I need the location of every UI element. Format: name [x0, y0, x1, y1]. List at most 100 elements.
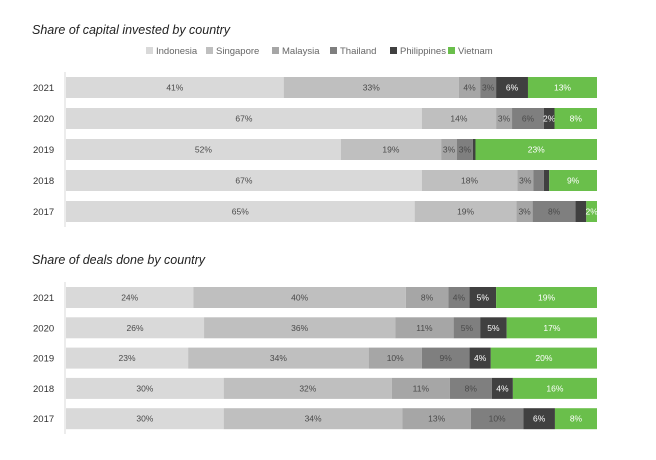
category-label: 2018 [33, 176, 54, 187]
bar-segment-indonesia [66, 347, 189, 369]
bar-segment-singapore [421, 170, 518, 191]
data-label-indonesia: 41% [166, 83, 183, 93]
data-label-vietnam: 16% [546, 383, 563, 393]
bar-segment-indonesia [66, 170, 422, 191]
bar-segment-singapore [421, 108, 497, 129]
legend-swatch-thailand [330, 47, 337, 54]
data-label-vietnam: 8% [570, 114, 583, 124]
data-label-vietnam: 2% [585, 207, 598, 217]
data-label-thailand: 8% [465, 383, 478, 393]
bar-row-2017: 2017 65% 19% 3% 8% 2% [33, 201, 598, 222]
data-label-singapore: 18% [461, 176, 478, 186]
chart-capital-invested: Share of capital invested by country Ind… [32, 23, 598, 227]
data-label-vietnam: 9% [567, 176, 580, 186]
bar-segment-singapore [193, 287, 406, 308]
bar-segment-thailand [449, 377, 492, 399]
bar-segment-philippines [575, 201, 587, 222]
bar-segment-vietnam [490, 347, 597, 369]
bar-segment-indonesia [66, 317, 205, 339]
legend-swatch-malaysia [272, 47, 279, 54]
category-label: 2019 [33, 145, 54, 156]
legend-label-singapore: Singapore [216, 46, 259, 57]
chart-title-deals: Share of deals done by country [32, 253, 206, 267]
bar-segment-philippines [523, 408, 555, 430]
bar-segment-indonesia [66, 377, 224, 399]
bar-segment-philippines [543, 108, 555, 129]
bar-row-2019: 2019 52% 19% 3% 3% 23% [33, 139, 597, 160]
data-label-indonesia: 67% [235, 176, 252, 186]
bar-row-2018: 2018 67% 18% 3% 9% [33, 170, 597, 191]
bar-row-2018: 2018 30% 32% 11% 8% 4% 16% [33, 377, 597, 399]
bar-segment-vietnam [512, 377, 597, 399]
legend-swatch-indonesia [146, 47, 153, 54]
data-label-malaysia: 3% [443, 145, 456, 155]
data-label-philippines: 4% [496, 383, 509, 393]
legend-swatch-vietnam [448, 47, 455, 54]
data-label-singapore: 36% [291, 323, 308, 333]
data-label-indonesia: 30% [136, 383, 153, 393]
data-label-malaysia: 11% [413, 383, 430, 393]
data-label-singapore: 14% [450, 114, 467, 124]
chart-title-capital: Share of capital invested by country [32, 23, 231, 37]
legend-label-thailand: Thailand [340, 46, 376, 57]
data-label-thailand: 8% [548, 207, 561, 217]
bar-segment-malaysia [496, 108, 513, 129]
bar-segment-malaysia [402, 408, 471, 430]
category-label: 2017 [33, 414, 54, 425]
bar-segment-philippines [480, 317, 507, 339]
category-label: 2021 [33, 293, 54, 304]
data-label-indonesia: 52% [195, 145, 212, 155]
category-label: 2018 [33, 384, 54, 395]
bar-segment-singapore [340, 139, 442, 160]
bar-segment-thailand [512, 108, 544, 129]
legend-swatch-singapore [206, 47, 213, 54]
data-label-philippines: 5% [487, 323, 500, 333]
bar-segment-thailand [421, 347, 470, 369]
bar-segment-indonesia [66, 201, 415, 222]
bar-segment-singapore [188, 347, 369, 369]
bar-segment-indonesia [66, 77, 284, 98]
bar-segment-indonesia [66, 139, 341, 160]
legend-label-malaysia: Malaysia [282, 46, 320, 57]
data-label-philippines: 6% [506, 83, 519, 93]
data-label-thailand: 9% [440, 353, 453, 363]
category-label: 2019 [33, 354, 54, 365]
data-label-malaysia: 8% [421, 293, 434, 303]
bar-segment-thailand [533, 170, 544, 191]
data-label-philippines: 6% [533, 414, 546, 424]
bar-segment-philippines [469, 287, 497, 308]
bar-row-2021: 2021 41% 33% 4% 3% 6% 13% [33, 77, 597, 98]
bar-rows-deals: 2021 24% 40% 8% 4% 5% 19%2020 26% 36% 11% 5% 5% 17%2… [33, 287, 597, 430]
chart-deals-done: Share of deals done by country 2021 24% 40… [32, 253, 597, 434]
data-label-philippines: 2% [543, 114, 556, 124]
data-label-singapore: 40% [291, 293, 308, 303]
bar-row-2019: 2019 23% 34% 10% 9% 4% 20% [33, 347, 597, 369]
legend: Indonesia Singapore Malaysia Thailand Philip… [146, 46, 493, 57]
bar-segment-singapore [204, 317, 396, 339]
data-label-singapore: 33% [363, 83, 380, 93]
bar-segment-thailand [480, 77, 497, 98]
data-label-malaysia: 11% [416, 323, 433, 333]
bar-segment-philippines [491, 377, 513, 399]
bar-segment-singapore [414, 201, 517, 222]
data-label-singapore: 19% [382, 145, 399, 155]
bar-segment-philippines [472, 139, 476, 160]
bar-segment-malaysia [395, 317, 454, 339]
bar-segment-indonesia [66, 108, 422, 129]
bar-segment-thailand [453, 317, 481, 339]
bar-segment-vietnam [549, 170, 597, 191]
bar-segment-singapore [223, 377, 392, 399]
bar-segment-thailand [456, 139, 473, 160]
bar-row-2020: 2020 26% 36% 11% 5% 5% 17% [33, 317, 597, 339]
data-label-malaysia: 3% [519, 176, 532, 186]
data-label-vietnam: 17% [543, 323, 560, 333]
bar-segment-vietnam [496, 287, 597, 308]
bar-segment-thailand [532, 201, 576, 222]
bar-segment-vietnam [475, 139, 597, 160]
category-label: 2020 [33, 114, 54, 125]
bar-segment-philippines [496, 77, 528, 98]
data-label-thailand: 6% [522, 114, 535, 124]
legend-label-philippines: Philippines [400, 46, 446, 57]
bar-segment-malaysia [368, 347, 422, 369]
